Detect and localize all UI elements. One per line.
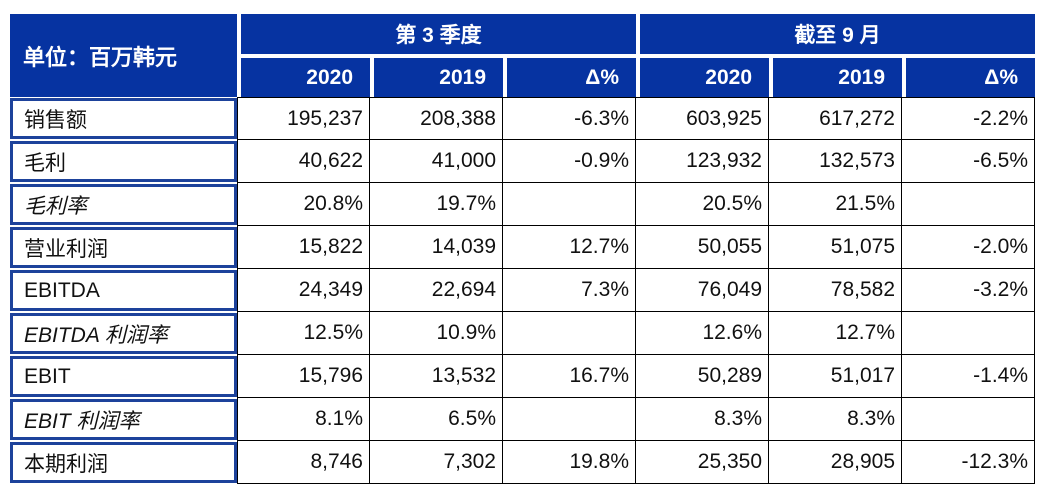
cell-netincome-ytd-2020: 25,350: [636, 441, 769, 484]
cell-grossmargin-q3-2019: 19.7%: [370, 183, 503, 226]
cell-ebit-q3-2019: 13,532: [370, 355, 503, 398]
subheader-q3-delta: Δ%: [503, 54, 636, 97]
cell-ebitda-ytd-2020: 76,049: [636, 269, 769, 312]
row-label-cell: EBIT 利润率: [10, 398, 237, 441]
quarterly-results-table: 单位：百万韩元 第 3 季度 截至 9 月 2020 2019 Δ% 2020 …: [10, 14, 1035, 484]
row-label: EBIT 利润率: [10, 399, 237, 440]
cell-grossmargin-ytd-2019: 21.5%: [769, 183, 902, 226]
row-label: 毛利: [10, 141, 237, 182]
row-label-cell: 销售额: [10, 97, 237, 140]
row-label: 营业利润: [10, 227, 237, 268]
cell-ebitdamargin-q3-delta: [503, 312, 636, 355]
cell-ebit-q3-delta: 16.7%: [503, 355, 636, 398]
cell-ebitda-q3-delta: 7.3%: [503, 269, 636, 312]
cell-grossprofit-ytd-delta: -6.5%: [902, 140, 1035, 183]
cell-grossprofit-ytd-2019: 132,573: [769, 140, 902, 183]
unit-label: 单位：百万韩元: [23, 44, 178, 70]
row-label: 毛利率: [10, 184, 237, 225]
subheader-ytd-2020: 2020: [636, 54, 769, 97]
cell-ebitda-q3-2019: 22,694: [370, 269, 503, 312]
row-label: EBITDA: [10, 270, 237, 311]
cell-ebitdamargin-q3-2019: 10.9%: [370, 312, 503, 355]
cell-ebitmargin-q3-delta: [503, 398, 636, 441]
row-label: EBITDA 利润率: [10, 313, 237, 354]
cell-ebitdamargin-ytd-delta: [902, 312, 1035, 355]
column-group-ytd-september: 截至 9 月: [636, 14, 1035, 54]
subheader-q3-2020: 2020: [237, 54, 370, 97]
subheader-q3-2019: 2019: [370, 54, 503, 97]
cell-sales-q3-2019: 208,388: [370, 97, 503, 140]
cell-opprofit-ytd-delta: -2.0%: [902, 226, 1035, 269]
cell-ebit-ytd-delta: -1.4%: [902, 355, 1035, 398]
cell-grossprofit-q3-delta: -0.9%: [503, 140, 636, 183]
cell-grossmargin-q3-2020: 20.8%: [237, 183, 370, 226]
row-label-cell: 毛利: [10, 140, 237, 183]
cell-ebit-q3-2020: 15,796: [237, 355, 370, 398]
row-label-cell: 毛利率: [10, 183, 237, 226]
cell-ebitdamargin-q3-2020: 12.5%: [237, 312, 370, 355]
cell-opprofit-ytd-2019: 51,075: [769, 226, 902, 269]
row-label: 销售额: [10, 98, 237, 139]
cell-ebitda-q3-2020: 24,349: [237, 269, 370, 312]
cell-ebitmargin-ytd-2020: 8.3%: [636, 398, 769, 441]
cell-opprofit-q3-2019: 14,039: [370, 226, 503, 269]
cell-ebitdamargin-ytd-2019: 12.7%: [769, 312, 902, 355]
subheader-ytd-delta: Δ%: [902, 54, 1035, 97]
cell-ebitmargin-q3-2020: 8.1%: [237, 398, 370, 441]
row-label: EBIT: [10, 356, 237, 397]
cell-ebitda-ytd-2019: 78,582: [769, 269, 902, 312]
cell-grossprofit-q3-2020: 40,622: [237, 140, 370, 183]
cell-netincome-q3-2020: 8,746: [237, 441, 370, 484]
cell-grossprofit-q3-2019: 41,000: [370, 140, 503, 183]
cell-sales-q3-delta: -6.3%: [503, 97, 636, 140]
cell-netincome-ytd-2019: 28,905: [769, 441, 902, 484]
row-label-cell: 本期利润: [10, 441, 237, 484]
cell-sales-ytd-delta: -2.2%: [902, 97, 1035, 140]
row-label-cell: 营业利润: [10, 226, 237, 269]
cell-grossmargin-q3-delta: [503, 183, 636, 226]
cell-ebitda-ytd-delta: -3.2%: [902, 269, 1035, 312]
cell-grossmargin-ytd-2020: 20.5%: [636, 183, 769, 226]
cell-sales-ytd-2019: 617,272: [769, 97, 902, 140]
cell-netincome-q3-delta: 19.8%: [503, 441, 636, 484]
cell-opprofit-q3-2020: 15,822: [237, 226, 370, 269]
cell-ebitmargin-ytd-2019: 8.3%: [769, 398, 902, 441]
cell-opprofit-q3-delta: 12.7%: [503, 226, 636, 269]
cell-grossprofit-ytd-2020: 123,932: [636, 140, 769, 183]
cell-netincome-ytd-delta: -12.3%: [902, 441, 1035, 484]
row-label-cell: EBIT: [10, 355, 237, 398]
cell-grossmargin-ytd-delta: [902, 183, 1035, 226]
unit-label-cell: 单位：百万韩元: [10, 14, 237, 97]
cell-ebit-ytd-2019: 51,017: [769, 355, 902, 398]
cell-ebit-ytd-2020: 50,289: [636, 355, 769, 398]
row-label: 本期利润: [10, 442, 237, 483]
cell-opprofit-ytd-2020: 50,055: [636, 226, 769, 269]
row-label-cell: EBITDA 利润率: [10, 312, 237, 355]
row-label-cell: EBITDA: [10, 269, 237, 312]
subheader-ytd-2019: 2019: [769, 54, 902, 97]
cell-ebitmargin-ytd-delta: [902, 398, 1035, 441]
cell-netincome-q3-2019: 7,302: [370, 441, 503, 484]
cell-sales-q3-2020: 195,237: [237, 97, 370, 140]
column-group-q3: 第 3 季度: [237, 14, 636, 54]
cell-ebitdamargin-ytd-2020: 12.6%: [636, 312, 769, 355]
cell-ebitmargin-q3-2019: 6.5%: [370, 398, 503, 441]
cell-sales-ytd-2020: 603,925: [636, 97, 769, 140]
table-header: 单位：百万韩元 第 3 季度 截至 9 月 2020 2019 Δ% 2020 …: [10, 14, 1035, 97]
table-body: 销售额 195,237 208,388 -6.3% 603,925 617,27…: [10, 97, 1035, 484]
